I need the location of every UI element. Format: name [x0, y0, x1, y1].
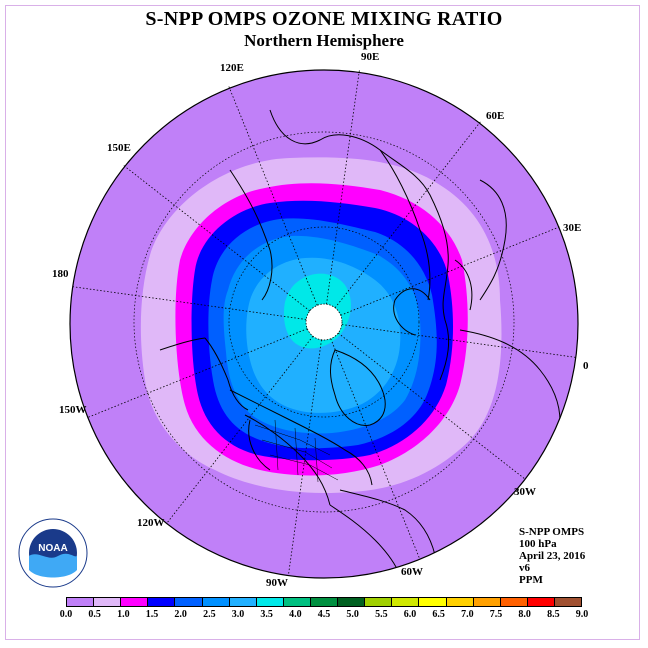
date-label: April 23, 2016: [519, 550, 586, 562]
colorbar-swatch: [148, 598, 176, 606]
colorbar-tick-label: 8.0: [518, 609, 531, 620]
coastlines: [159, 109, 561, 578]
noaa-logo: NOAA: [18, 518, 88, 588]
meridian-line: [123, 165, 311, 312]
lon-label-120e: 120E: [220, 62, 244, 74]
lon-label-60e: 60E: [486, 110, 505, 122]
lon-label-150e: 150E: [107, 142, 131, 154]
colorbar-tick-label: 5.0: [346, 609, 359, 620]
colorbar-swatch: [419, 598, 447, 606]
colorbar-tick-label: 6.0: [403, 609, 417, 620]
colorbar-swatch: [392, 598, 420, 606]
meridian-line: [167, 335, 314, 523]
colorbar-swatch: [446, 598, 474, 606]
lon-label-180: 180: [52, 268, 69, 280]
colorbar-tick-label: 1.0: [117, 609, 130, 620]
noaa-logo-text: NOAA: [38, 543, 67, 554]
colorbar-tick-label: 8.5: [547, 609, 560, 620]
meridian-line: [334, 121, 481, 309]
pressure-level: 100 hPa: [519, 538, 557, 550]
info-block: S-NPP OMPS 100 hPa April 23, 2016 v6 PPM: [519, 526, 585, 586]
meridian-line: [228, 86, 318, 306]
lon-label-120w: 120W: [137, 517, 165, 529]
lon-label-30w: 30W: [514, 486, 536, 498]
colorbar-tick-label: 6.5: [432, 609, 445, 620]
colorbar-tick-label: 2.0: [174, 609, 187, 620]
meridian-lines: [72, 70, 576, 574]
lon-label-60w: 60W: [401, 566, 423, 578]
colorbar-tick-label: 3.0: [231, 609, 245, 620]
latitude-circle: [228, 226, 420, 418]
meridian-line: [330, 338, 420, 558]
instrument-label: S-NPP OMPS: [519, 526, 585, 538]
colorbar: [66, 597, 582, 607]
colorbar-tick-label: 2.5: [203, 609, 216, 620]
meridian-line: [288, 339, 322, 574]
pole-data-gap: [306, 304, 342, 340]
units-label: PPM: [519, 574, 543, 586]
colorbar-swatch: [67, 598, 95, 606]
colorbar-swatch: [121, 598, 149, 606]
meridian-line: [341, 324, 576, 358]
colorbar-swatch: [94, 598, 122, 606]
meridian-line: [340, 226, 560, 316]
colorbar-swatch: [310, 598, 339, 606]
colorbar-tick-label: 0.5: [88, 609, 101, 620]
lon-label-0: 0: [583, 360, 589, 372]
plot-frame: [5, 5, 640, 640]
lon-label-90e: 90E: [361, 51, 380, 63]
meridian-line: [72, 286, 307, 320]
colorbar-swatch: [256, 598, 284, 606]
colorbar-swatch: [202, 598, 230, 606]
meridian-line: [337, 332, 525, 479]
colorbar-swatch: [527, 598, 555, 606]
version-label: v6: [519, 562, 530, 574]
colorbar-swatch: [229, 598, 257, 606]
colorbar-tick-label: 4.5: [317, 609, 331, 620]
lon-label-30e: 30E: [563, 222, 582, 234]
colorbar-tick-label: 3.5: [260, 609, 273, 620]
colorbar-swatch: [338, 598, 366, 606]
colorbar-swatch: [554, 598, 582, 606]
colorbar-swatch: [500, 598, 528, 606]
meridian-line: [326, 70, 360, 305]
page-title: S-NPP OMPS OZONE MIXING RATIO: [145, 8, 503, 30]
colorbar-tick-label: 1.5: [145, 609, 159, 620]
colorbar-tick-label: 7.5: [489, 609, 503, 620]
state-borders: [254, 419, 339, 483]
lon-label-150w: 150W: [59, 404, 87, 416]
colorbar-tick-label: 7.0: [461, 609, 474, 620]
colorbar-tick-label: 9.0: [575, 609, 589, 620]
meridian-line: [88, 328, 308, 418]
colorbar-tick-label: 5.5: [375, 609, 388, 620]
colorbar-tick-label: 4.0: [289, 609, 302, 620]
latitude-circle: [133, 131, 515, 513]
page-subtitle: Northern Hemisphere: [244, 31, 404, 50]
colorbar-swatch: [175, 598, 203, 606]
colorbar-tick-label: 0.0: [59, 609, 73, 620]
colorbar-swatch: [365, 598, 393, 606]
lon-label-90w: 90W: [266, 577, 288, 589]
colorbar-swatch: [283, 598, 311, 606]
map-border: [69, 69, 579, 579]
colorbar-swatch: [473, 598, 501, 606]
